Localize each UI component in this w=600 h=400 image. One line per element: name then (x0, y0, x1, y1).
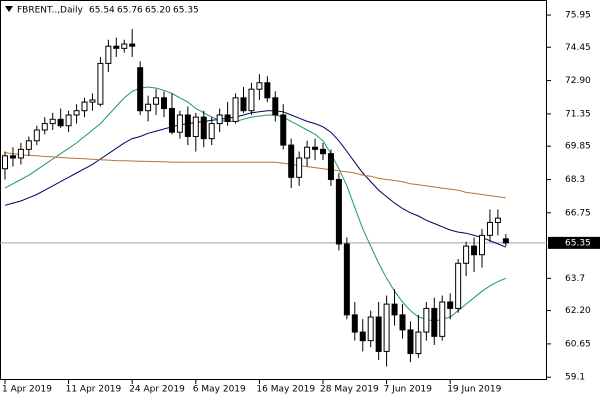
chart-title: FBRENT..,Daily (17, 6, 83, 16)
candle-body (391, 303, 398, 316)
candle-body (81, 101, 88, 112)
candle-body (89, 99, 96, 103)
candle-body (312, 146, 319, 150)
y-tick-label: 63.7 (565, 274, 585, 284)
candle-body (479, 234, 485, 256)
x-tick-label: 11 Apr 2019 (66, 385, 122, 395)
x-tick-label: 24 Apr 2019 (129, 385, 185, 395)
candle-body (9, 155, 16, 159)
x-tick-label: 7 Jun 2019 (384, 385, 433, 395)
candle-body (463, 245, 470, 264)
y-tick-label: 66.75 (565, 208, 591, 218)
candle-body (2, 155, 8, 170)
candle-body (208, 123, 215, 140)
candle-body (407, 329, 414, 355)
candle-body (359, 331, 366, 342)
candle-body (486, 221, 493, 236)
candle-body (248, 88, 255, 112)
y-tick-label: 62.20 (565, 306, 591, 316)
candle-body (335, 178, 342, 245)
candle-body (327, 153, 334, 180)
candle-body (320, 148, 326, 155)
candle-body (304, 146, 311, 159)
candle-body (423, 307, 430, 333)
candle-body (232, 97, 239, 122)
candle-body (17, 148, 24, 159)
candle-body (280, 114, 287, 146)
candle-body (502, 238, 509, 244)
moving-average (4, 86, 507, 322)
ohlc-value: 65.54 (89, 6, 115, 16)
candle-body (121, 43, 128, 49)
candle-body (73, 110, 80, 116)
candle-body (216, 114, 223, 125)
y-tick-label: 68.3 (565, 175, 585, 185)
candle-body (168, 108, 175, 133)
candle-body (137, 67, 144, 112)
last-price-label: 65.35 (565, 238, 591, 248)
candle-body (415, 331, 422, 355)
x-tick-label: 16 May 2019 (256, 385, 315, 395)
candle-body (351, 314, 358, 333)
y-tick-label: 72.90 (565, 76, 591, 86)
candle-body (113, 45, 120, 49)
candle-body (192, 116, 199, 137)
x-tick-label: 19 Jun 2019 (447, 385, 501, 395)
plot-frame (0, 0, 547, 380)
candle-body (145, 103, 152, 112)
candle-body (57, 118, 64, 127)
candle-body (296, 157, 303, 178)
candle-body (65, 114, 72, 127)
candle-body (161, 97, 167, 110)
moving-average (4, 152, 506, 199)
candle-body (33, 129, 40, 142)
last-price-box (548, 236, 600, 249)
candle-body (256, 82, 263, 90)
x-tick-label: 6 May 2019 (193, 385, 246, 395)
candle-body (129, 43, 136, 47)
candle-body (288, 144, 295, 178)
candle-body (455, 262, 462, 309)
candle-body (264, 82, 271, 99)
candle-body (399, 314, 406, 331)
y-tick-label: 60.65 (565, 339, 591, 349)
y-tick-label: 74.45 (565, 43, 591, 53)
x-tick-label: 1 Apr 2019 (2, 385, 52, 395)
ohlc-value: 65.20 (145, 6, 171, 16)
moving-average (4, 110, 507, 248)
candle-body (439, 301, 446, 337)
candle-body (176, 114, 183, 133)
ohlc-value: 65.35 (173, 6, 199, 16)
candle-body (240, 97, 247, 112)
candle-body (153, 97, 160, 105)
candle-body (49, 118, 56, 125)
ohlc-value: 65.76 (117, 6, 143, 16)
candle-body (97, 62, 104, 105)
candle-body (200, 116, 207, 140)
y-tick-label: 71.35 (565, 109, 591, 119)
y-tick-label: 69.85 (565, 142, 591, 152)
candle-body (224, 114, 231, 122)
candle-body (375, 316, 382, 352)
candle-body (383, 303, 390, 352)
candle-body (367, 316, 374, 342)
y-tick-label: 75.95 (565, 11, 591, 21)
menu-icon (5, 6, 13, 12)
candle-body (447, 301, 454, 309)
candle-body (471, 245, 478, 256)
candle-body (105, 45, 112, 64)
candle-body (343, 243, 350, 316)
candle-body (25, 140, 32, 150)
candle-body (494, 217, 501, 223)
candle-body (431, 307, 438, 337)
candle-body (272, 97, 279, 116)
candle-body (184, 114, 191, 137)
y-tick-label: 59.1 (565, 373, 585, 383)
x-tick-label: 28 May 2019 (320, 385, 379, 395)
candle-body (41, 123, 48, 131)
